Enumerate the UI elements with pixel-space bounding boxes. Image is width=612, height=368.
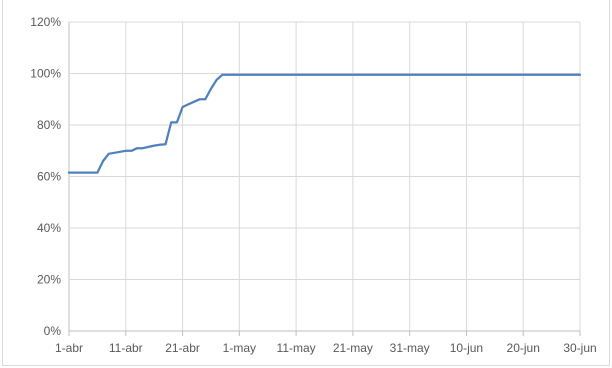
y-tick-label: 60% (37, 170, 61, 184)
x-tick-label: 20-jun (507, 341, 540, 355)
x-axis-labels: 1-abr 11-abr 21-abr 1-may 11-may 21-may 31-may… (55, 341, 597, 355)
series-layer (67, 73, 582, 174)
y-tick-label: 80% (37, 118, 61, 132)
horizontal-gridlines (69, 21, 580, 332)
x-tick-label: 21-abr (165, 341, 200, 355)
series-line (67, 73, 582, 174)
x-tick-label: 11-may (277, 341, 316, 355)
y-tick-label: 20% (37, 273, 61, 287)
y-axis-labels: 0% 20% 40% 60% 80% 100% 120% (30, 15, 61, 338)
x-tick-label: 11-abr (109, 341, 143, 355)
vertical-gridlines (68, 22, 581, 336)
y-tick-label: 120% (30, 15, 61, 29)
x-tick-label: 1-abr (55, 341, 83, 355)
y-tick-label: 40% (37, 221, 61, 235)
x-tick-label: 21-may (333, 341, 373, 355)
line-chart: 0% 20% 40% 60% 80% 100% 120% 1-abr 11-abr 21-abr… (30, 15, 597, 355)
y-tick-label: 0% (44, 324, 62, 338)
x-tick-label: 31-may (390, 341, 430, 355)
x-tick-label: 10-jun (450, 341, 483, 355)
x-tick-label: 30-jun (563, 341, 596, 355)
x-tick-label: 1-may (223, 341, 256, 355)
y-tick-label: 100% (30, 67, 61, 81)
